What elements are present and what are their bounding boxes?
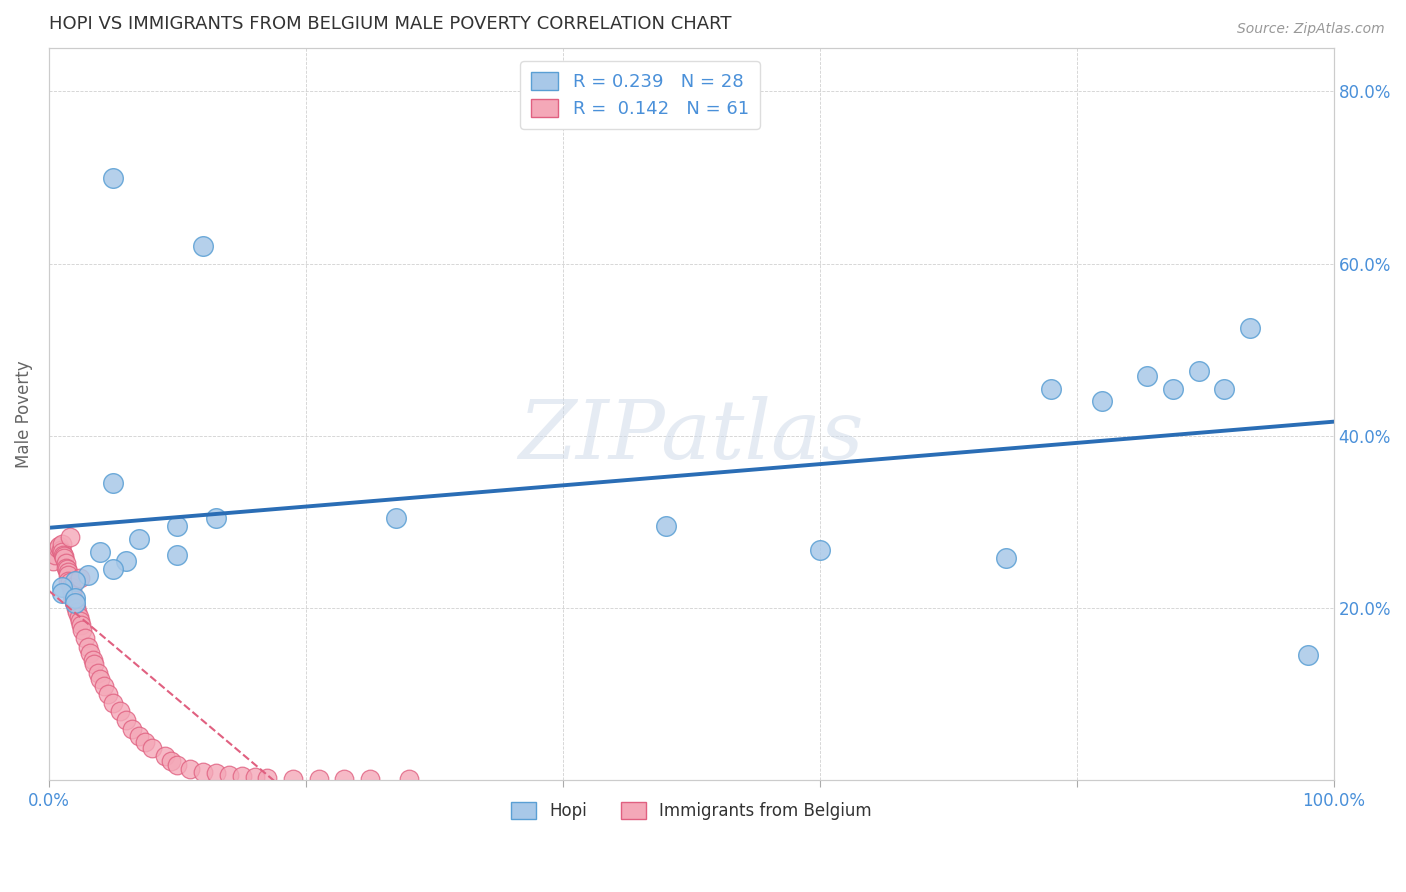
Point	[46, 541, 69, 555]
Point	[69, 571, 91, 585]
Point	[82, 653, 104, 667]
Point	[128, 533, 150, 547]
Point	[166, 548, 188, 562]
Point	[72, 623, 94, 637]
Point	[103, 170, 125, 185]
Point	[42, 554, 65, 568]
Point	[93, 679, 115, 693]
Point	[65, 601, 87, 615]
Point	[141, 740, 163, 755]
Point	[70, 618, 93, 632]
Point	[55, 560, 77, 574]
Point	[97, 687, 120, 701]
Point	[1040, 382, 1063, 396]
Point	[359, 772, 381, 786]
Point	[205, 510, 228, 524]
Point	[83, 657, 105, 671]
Point	[53, 551, 76, 566]
Point	[73, 632, 96, 646]
Point	[44, 548, 66, 562]
Point	[121, 722, 143, 736]
Point	[134, 734, 156, 748]
Point	[51, 585, 73, 599]
Point	[115, 554, 138, 568]
Point	[79, 646, 101, 660]
Point	[191, 239, 214, 253]
Point	[76, 568, 98, 582]
Point	[58, 531, 80, 545]
Point	[60, 583, 83, 598]
Point	[48, 539, 70, 553]
Point	[166, 519, 188, 533]
Point	[51, 536, 73, 550]
Point	[281, 772, 304, 786]
Point	[59, 580, 82, 594]
Point	[231, 769, 253, 783]
Point	[58, 568, 80, 582]
Point	[115, 713, 138, 727]
Point	[1239, 321, 1261, 335]
Point	[1213, 382, 1236, 396]
Point	[51, 580, 73, 594]
Point	[385, 510, 408, 524]
Point	[87, 665, 110, 680]
Point	[191, 764, 214, 779]
Point	[308, 772, 330, 786]
Point	[52, 548, 75, 562]
Point	[69, 614, 91, 628]
Point	[1296, 648, 1319, 663]
Point	[333, 772, 356, 786]
Point	[67, 609, 90, 624]
Text: ZIPatlas: ZIPatlas	[519, 396, 865, 476]
Point	[179, 762, 201, 776]
Point	[1188, 364, 1211, 378]
Point	[76, 640, 98, 654]
Point	[108, 705, 131, 719]
Point	[103, 696, 125, 710]
Y-axis label: Male Poverty: Male Poverty	[15, 360, 32, 468]
Point	[103, 562, 125, 576]
Point	[58, 574, 80, 588]
Point	[55, 557, 77, 571]
Legend: Hopi, Immigrants from Belgium: Hopi, Immigrants from Belgium	[505, 796, 879, 827]
Text: HOPI VS IMMIGRANTS FROM BELGIUM MALE POVERTY CORRELATION CHART: HOPI VS IMMIGRANTS FROM BELGIUM MALE POV…	[49, 15, 731, 33]
Point	[153, 749, 176, 764]
Point	[398, 772, 420, 786]
Point	[63, 596, 86, 610]
Point	[1091, 394, 1114, 409]
Point	[218, 768, 240, 782]
Point	[166, 757, 188, 772]
Point	[63, 597, 86, 611]
Point	[63, 591, 86, 605]
Text: Source: ZipAtlas.com: Source: ZipAtlas.com	[1237, 22, 1385, 37]
Point	[56, 562, 79, 576]
Point	[89, 545, 111, 559]
Point	[1136, 368, 1159, 383]
Point	[243, 770, 266, 784]
Point	[654, 519, 676, 533]
Point	[58, 565, 80, 579]
Point	[103, 476, 125, 491]
Point	[60, 588, 83, 602]
Point	[49, 542, 72, 557]
Point	[808, 543, 831, 558]
Point	[66, 606, 89, 620]
Point	[63, 574, 86, 588]
Point	[89, 672, 111, 686]
Point	[128, 729, 150, 743]
Point	[256, 771, 278, 785]
Point	[205, 766, 228, 780]
Point	[160, 755, 183, 769]
Point	[53, 549, 76, 564]
Point	[1161, 382, 1184, 396]
Point	[51, 545, 73, 559]
Point	[58, 575, 80, 590]
Point	[995, 551, 1018, 566]
Point	[62, 592, 84, 607]
